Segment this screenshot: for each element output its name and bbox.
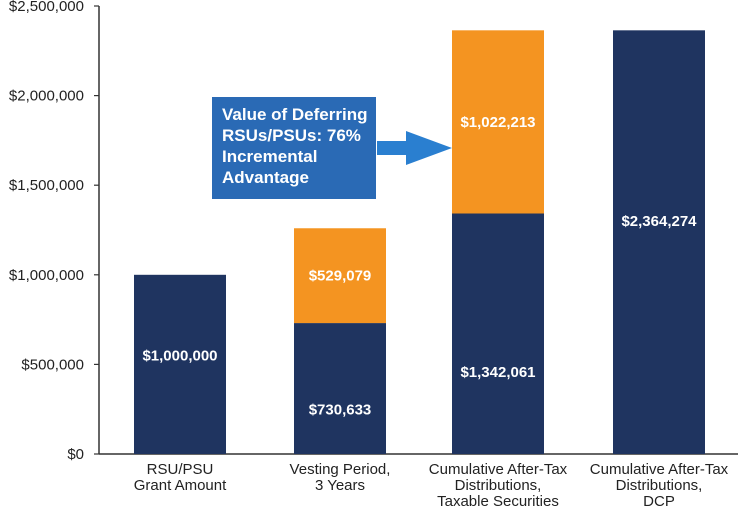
- bar-segment: [452, 213, 544, 454]
- x-category-label: Vesting Period, 3 Years: [290, 461, 391, 494]
- bar-segment: [613, 30, 705, 454]
- bars: $1,000,000 $730,633 $529,079 $1,342,061 $1,0…: [134, 30, 705, 454]
- y-tick-label: $2,500,000: [9, 0, 84, 15]
- y-tick-label: $500,000: [21, 356, 84, 373]
- bar-value-label: $730,633: [309, 401, 372, 418]
- bar-value-label: $1,000,000: [142, 347, 217, 364]
- bar-value-label: $2,364,274: [621, 213, 697, 230]
- x-category-label: Cumulative After-Tax Distributions, DCP: [590, 461, 729, 510]
- callout-text: Value of Deferring RSUs/PSUs: 76% Incremen…: [222, 105, 367, 187]
- y-tick-label: $0: [67, 446, 84, 463]
- axes: $0 $500,000 $1,000,000 $1,500,000 $2,000,000…: [9, 0, 738, 510]
- callout-arrow: [377, 131, 452, 165]
- callout-box: [212, 97, 376, 199]
- y-tick-label: $1,500,000: [9, 177, 84, 194]
- bar-value-label: $1,022,213: [460, 114, 535, 131]
- y-tick-label: $2,000,000: [9, 88, 84, 105]
- bar-segment: [294, 323, 386, 454]
- x-category-label: RSU/PSU Grant Amount: [134, 461, 227, 494]
- annotation: Value of Deferring RSUs/PSUs: 76% Incremen…: [212, 97, 452, 199]
- x-category-label: Cumulative After-Tax Distributions, Taxabl…: [429, 461, 568, 510]
- bar-segment: [294, 228, 386, 324]
- bar-value-label: $1,342,061: [460, 364, 535, 381]
- bar-segment: [452, 30, 544, 214]
- bar-segment: [134, 274, 226, 454]
- bar-value-label: $529,079: [309, 268, 372, 285]
- y-tick-label: $1,000,000: [9, 267, 84, 284]
